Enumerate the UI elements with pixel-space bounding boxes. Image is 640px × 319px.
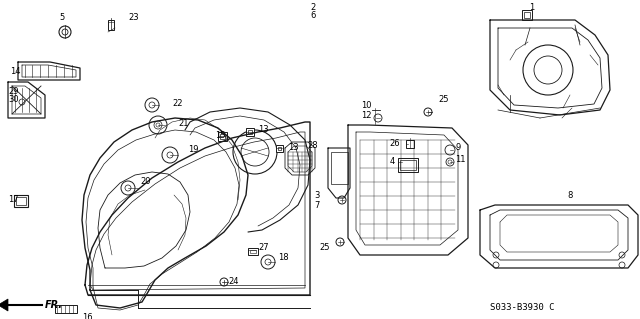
Text: 29: 29 [8,87,19,97]
Text: 8: 8 [567,191,573,201]
Text: 22: 22 [172,99,182,108]
Text: 6: 6 [310,11,316,20]
Text: 13: 13 [258,125,269,135]
Bar [331,152,348,184]
Text: 14: 14 [10,68,20,77]
Text: 24: 24 [228,278,239,286]
Bar [246,128,254,136]
Text: 15: 15 [215,131,225,140]
Text: 30: 30 [8,95,19,105]
Bar [55,305,77,313]
Bar [220,134,225,139]
Polygon shape [0,299,8,311]
Text: 27: 27 [258,243,269,253]
Text: 13: 13 [288,144,299,152]
Text: FR.: FR. [45,300,63,310]
Text: 28: 28 [307,140,318,150]
Text: 9: 9 [455,144,460,152]
Bar [398,158,418,172]
Text: 10: 10 [362,100,372,109]
Text: 20: 20 [140,177,150,187]
Bar [14,195,28,207]
Bar [278,147,281,150]
Text: 11: 11 [455,155,465,165]
Bar [522,10,532,20]
Text: 12: 12 [362,110,372,120]
Text: S033-B3930 C: S033-B3930 C [490,303,554,313]
Text: 23: 23 [128,13,139,23]
Text: 25: 25 [438,95,449,105]
Text: 25: 25 [319,243,330,253]
Text: 18: 18 [278,254,289,263]
Bar [524,12,530,18]
Bar [400,160,416,170]
Text: 3: 3 [315,190,320,199]
Text: 4: 4 [390,158,395,167]
Bar [16,197,26,205]
Text: 1: 1 [529,4,534,12]
Text: 2: 2 [310,4,316,12]
Bar [248,130,252,134]
Bar [248,248,258,255]
Bar [406,140,414,148]
Text: 7: 7 [315,201,320,210]
Text: 16: 16 [82,314,93,319]
Bar [276,145,283,152]
Text: 26: 26 [389,138,400,147]
Bar [218,132,227,141]
Bar [250,250,256,253]
Text: 5: 5 [60,13,65,23]
Bar [108,20,114,30]
Text: 21: 21 [178,118,189,128]
Text: 19: 19 [188,145,198,154]
Text: 17: 17 [8,196,19,204]
